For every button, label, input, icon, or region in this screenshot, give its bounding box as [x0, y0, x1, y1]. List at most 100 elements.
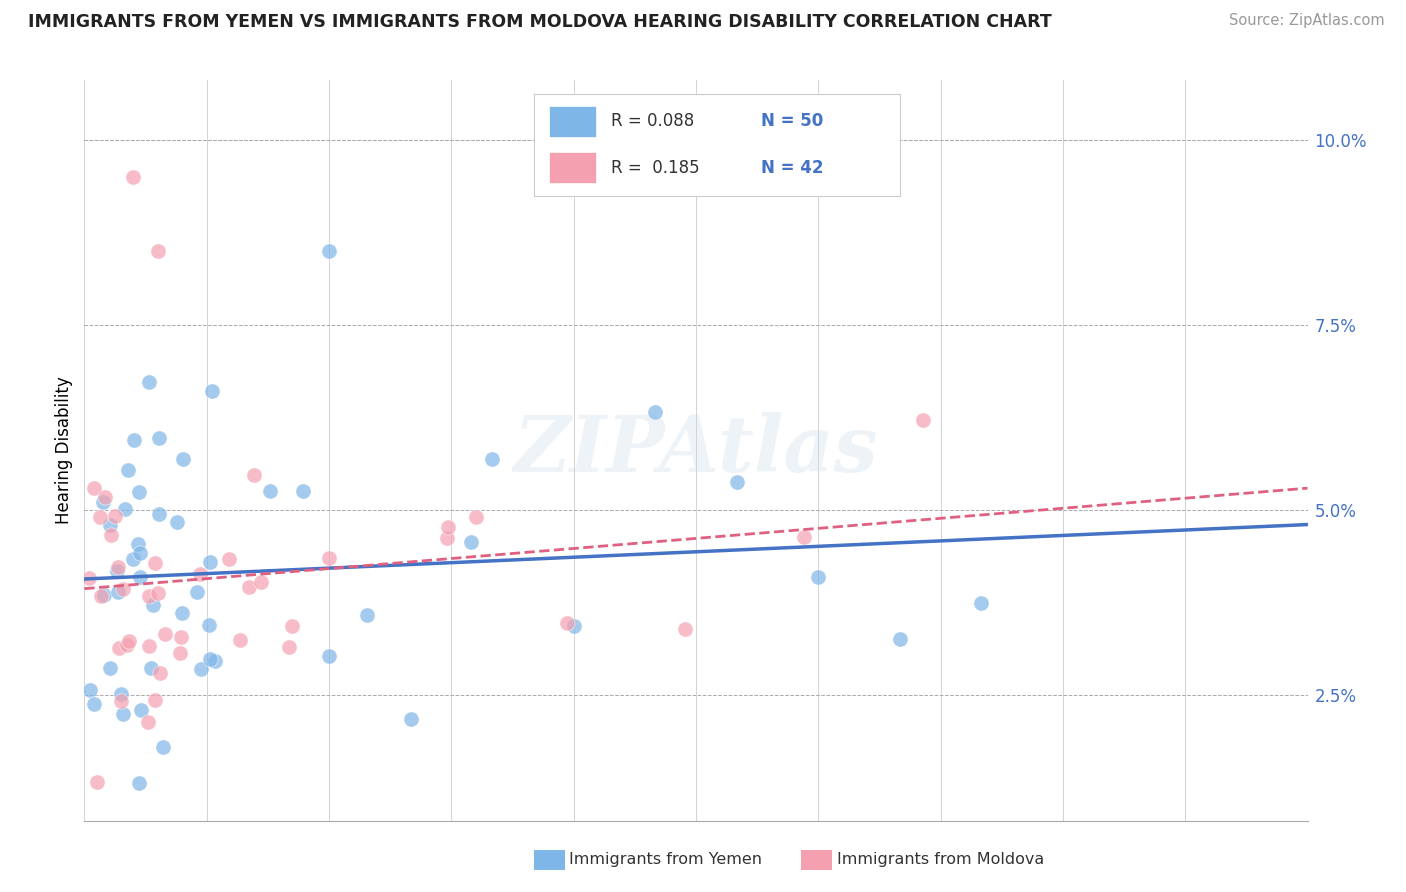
Point	[644, 405, 666, 419]
Point	[122, 169, 145, 184]
Text: IMMIGRANTS FROM YEMEN VS IMMIGRANTS FROM MOLDOVA HEARING DISABILITY CORRELATION : IMMIGRANTS FROM YEMEN VS IMMIGRANTS FROM…	[28, 13, 1052, 31]
Point	[107, 640, 129, 655]
Point	[91, 495, 114, 509]
Point	[793, 530, 815, 544]
Point	[141, 598, 163, 612]
Point	[170, 630, 193, 644]
Point	[292, 484, 315, 499]
Point	[481, 452, 503, 467]
Y-axis label: Hearing Disability: Hearing Disability	[55, 376, 73, 524]
Point	[122, 551, 145, 566]
Point	[889, 632, 911, 647]
Point	[281, 619, 304, 633]
Point	[190, 662, 212, 676]
Point	[186, 585, 208, 599]
Point	[318, 550, 340, 565]
Point	[143, 693, 166, 707]
Point	[238, 580, 260, 594]
FancyBboxPatch shape	[548, 153, 596, 183]
Point	[104, 508, 127, 523]
Point	[465, 509, 488, 524]
Point	[204, 653, 226, 667]
Point	[555, 616, 578, 631]
Point	[970, 595, 993, 609]
Point	[169, 646, 191, 660]
Point	[114, 501, 136, 516]
Point	[93, 588, 115, 602]
Point	[436, 531, 458, 545]
Point	[86, 775, 108, 789]
Point	[198, 555, 221, 569]
Point	[912, 413, 935, 427]
Point	[138, 589, 160, 603]
Point	[136, 714, 159, 729]
Point	[218, 552, 240, 566]
Point	[143, 556, 166, 570]
Text: Source: ZipAtlas.com: Source: ZipAtlas.com	[1229, 13, 1385, 29]
FancyBboxPatch shape	[548, 106, 596, 136]
Point	[98, 518, 121, 533]
Point	[399, 712, 422, 726]
Point	[149, 666, 172, 681]
Point	[725, 475, 748, 490]
Point	[115, 638, 138, 652]
Point	[100, 528, 122, 542]
Point	[172, 452, 194, 467]
Point	[94, 490, 117, 504]
Point	[146, 244, 169, 258]
Point	[128, 546, 150, 560]
Point	[117, 462, 139, 476]
Point	[460, 535, 482, 549]
Point	[139, 661, 162, 675]
Point	[105, 564, 128, 578]
Text: Immigrants from Moldova: Immigrants from Moldova	[837, 853, 1043, 867]
Point	[250, 575, 273, 590]
Point	[129, 703, 152, 717]
Point	[107, 560, 129, 574]
Point	[155, 626, 177, 640]
Point	[170, 606, 193, 620]
Point	[90, 590, 112, 604]
Text: R =  0.185: R = 0.185	[612, 159, 700, 177]
Point	[138, 639, 160, 653]
Point	[107, 585, 129, 599]
Point	[146, 586, 169, 600]
Point	[807, 569, 830, 583]
Point	[127, 537, 149, 551]
Point	[83, 698, 105, 712]
Point	[200, 651, 222, 665]
Point	[122, 434, 145, 448]
Point	[562, 619, 585, 633]
Point	[110, 693, 132, 707]
Point	[188, 566, 211, 581]
Point	[229, 632, 252, 647]
Point	[89, 510, 111, 524]
Point	[83, 481, 105, 495]
Point	[277, 640, 299, 654]
Text: N = 50: N = 50	[761, 112, 823, 130]
Point	[138, 375, 160, 389]
Point	[148, 508, 170, 522]
Point	[318, 244, 340, 258]
Text: ZIPAtlas: ZIPAtlas	[513, 412, 879, 489]
Point	[148, 431, 170, 445]
Point	[128, 484, 150, 499]
Point	[201, 384, 224, 398]
Point	[259, 483, 281, 498]
Point	[111, 706, 134, 721]
Point	[197, 617, 219, 632]
Point	[166, 515, 188, 529]
Point	[356, 608, 378, 623]
Point	[77, 571, 100, 585]
Point	[110, 686, 132, 700]
Point	[675, 622, 697, 636]
Text: N = 42: N = 42	[761, 159, 824, 177]
Point	[152, 739, 174, 754]
Point	[437, 519, 460, 533]
Text: R = 0.088: R = 0.088	[612, 112, 695, 130]
Point	[128, 776, 150, 790]
Point	[129, 570, 152, 584]
Point	[98, 661, 121, 675]
Point	[111, 582, 134, 597]
Point	[117, 633, 139, 648]
